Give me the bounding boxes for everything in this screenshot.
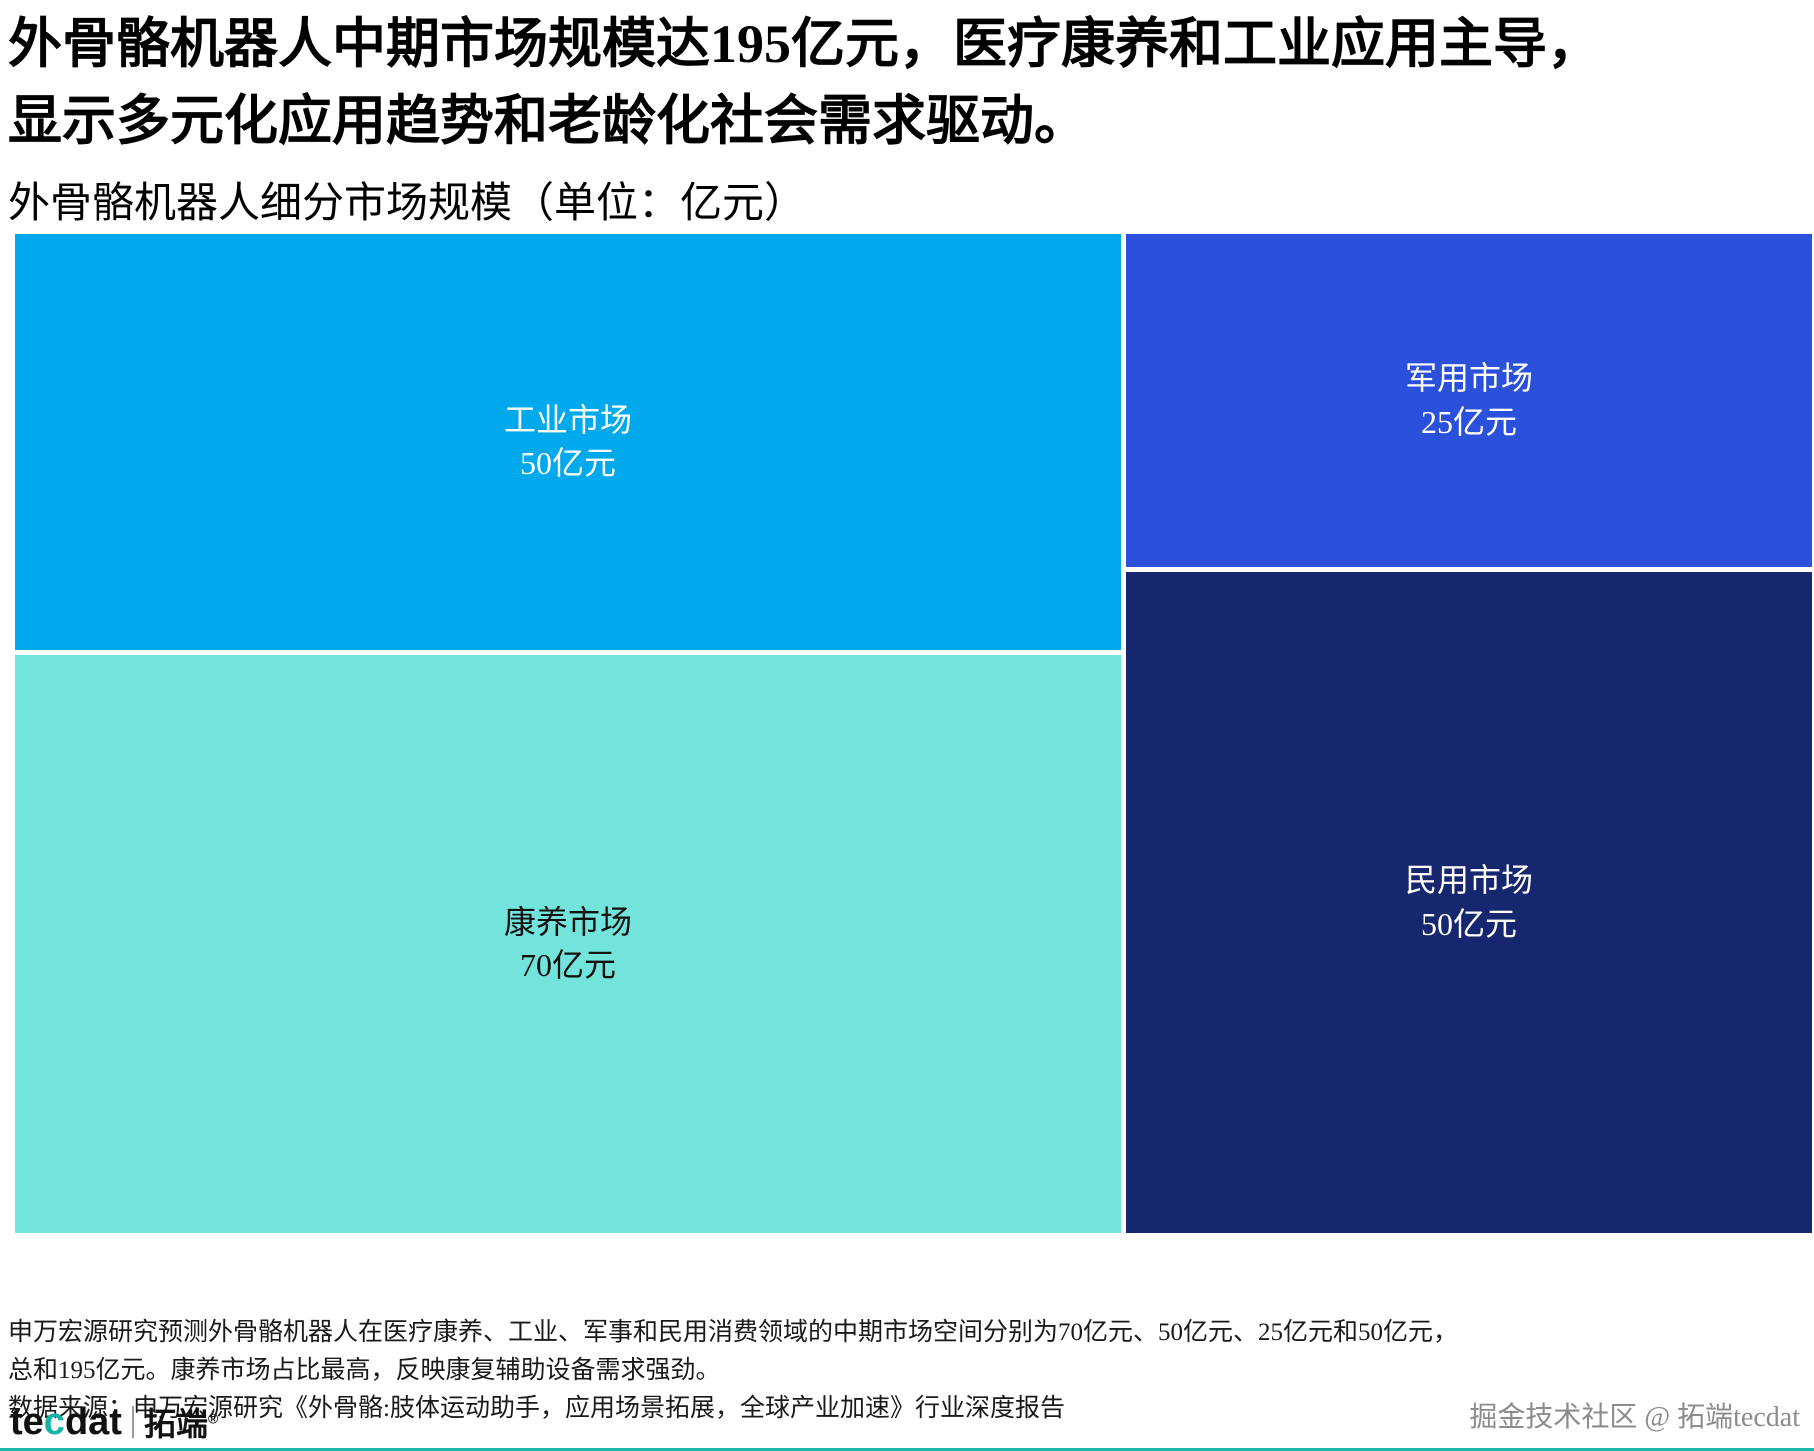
cell-name: 军用市场 <box>1404 360 1533 397</box>
cell-name: 民用市场 <box>1404 862 1533 899</box>
cell-value: 50亿元 <box>1420 905 1517 942</box>
data-source: 数据来源：申万宏源研究《外骨骼:肢体运动助手，应用场景拓展，全球产业加速》行业深… <box>8 1395 1065 1422</box>
community-watermark: 掘金技术社区 @ 拓端tecdat <box>1469 1402 1800 1433</box>
bottom-accent-line <box>0 1448 1814 1451</box>
logo-accent-letter: c <box>43 1400 65 1443</box>
cell-name: 工业市场 <box>503 401 632 438</box>
cell-label: 工业市场 50亿元 <box>504 399 632 485</box>
registered-mark: ® <box>207 1410 219 1427</box>
cell-label: 康养市场 70亿元 <box>504 901 632 987</box>
treemap-cell-military: 军用市场 25亿元 <box>1126 234 1812 567</box>
page-header: 外骨骼机器人中期市场规模达195亿元，医疗康养和工业应用主导， 显示多元化应用趋… <box>8 6 1798 230</box>
tecdat-logo: tecdat 拓端® <box>10 1399 218 1445</box>
note-line1: 申万宏源研究预测外骨骼机器人在医疗康养、工业、军事和民用消费领域的中期市场空间分… <box>8 1319 1459 1346</box>
cell-name: 康养市场 <box>503 903 632 940</box>
treemap-cell-industrial: 工业市场 50亿元 <box>15 234 1121 650</box>
cell-label: 民用市场 50亿元 <box>1405 859 1533 945</box>
page-title-line2: 显示多元化应用趋势和老龄化社会需求驱动。 <box>8 90 1088 151</box>
treemap-chart: 工业市场 50亿元 康养市场 70亿元 军用市场 25亿元 民用市场 50亿元 <box>15 234 1812 1233</box>
chart-subtitle: 外骨骼机器人细分市场规模（单位：亿元） <box>8 181 807 228</box>
page-title-line1: 外骨骼机器人中期市场规模达195亿元，医疗康养和工业应用主导， <box>8 14 1601 74</box>
footer-notes: 申万宏源研究预测外骨骼机器人在医疗康养、工业、军事和民用消费领域的中期市场空间分… <box>8 1314 1508 1428</box>
cell-value: 25亿元 <box>1420 403 1517 440</box>
treemap-cell-civil: 民用市场 50亿元 <box>1126 572 1812 1233</box>
logo-brand-cn: 拓端® <box>143 1406 219 1442</box>
cell-value: 70亿元 <box>519 947 616 983</box>
cell-label: 军用市场 25亿元 <box>1405 357 1533 443</box>
logo-wordmark: tecdat <box>10 1400 122 1443</box>
cell-value: 50亿元 <box>519 445 616 481</box>
note-line2: 总和195亿元。康养市场占比最高，反映康复辅助设备需求强劲。 <box>8 1357 721 1384</box>
logo-divider <box>131 1406 134 1438</box>
treemap-cell-wellness: 康养市场 70亿元 <box>15 655 1121 1233</box>
